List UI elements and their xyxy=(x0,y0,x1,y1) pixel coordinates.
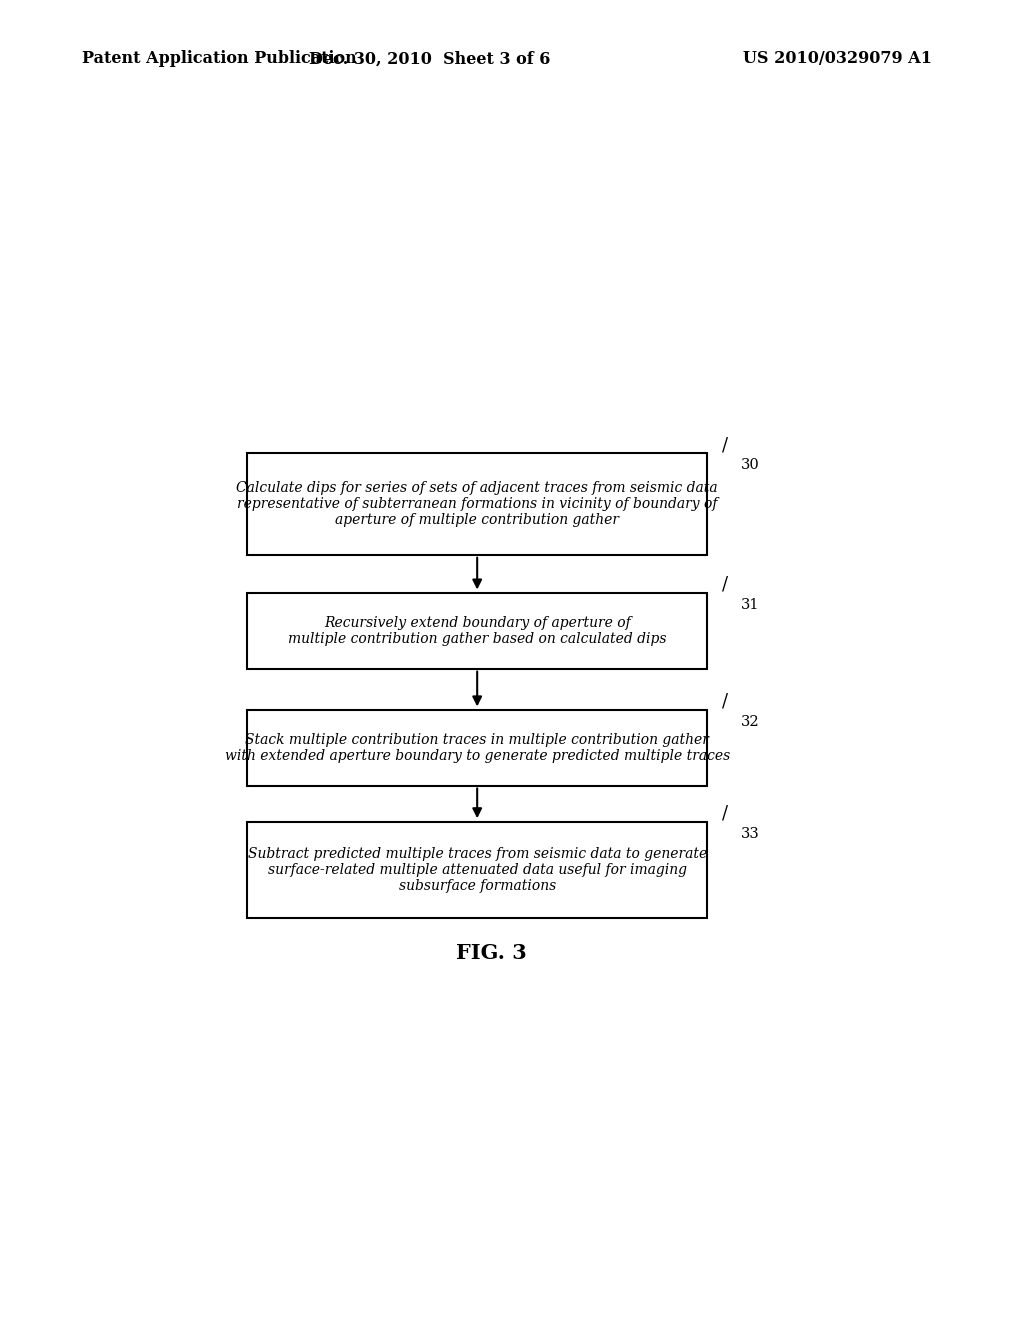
Text: Patent Application Publication: Patent Application Publication xyxy=(82,50,356,67)
Text: 30: 30 xyxy=(740,458,760,473)
Text: Stack multiple contribution traces in multiple contribution gather
with extended: Stack multiple contribution traces in mu… xyxy=(224,733,730,763)
Text: US 2010/0329079 A1: US 2010/0329079 A1 xyxy=(742,50,932,67)
Text: 33: 33 xyxy=(740,826,760,841)
Text: /: / xyxy=(722,693,728,710)
Text: Dec. 30, 2010  Sheet 3 of 6: Dec. 30, 2010 Sheet 3 of 6 xyxy=(309,50,551,67)
Text: Subtract predicted multiple traces from seismic data to generate
surface-related: Subtract predicted multiple traces from … xyxy=(248,846,707,894)
Text: Calculate dips for series of sets of adjacent traces from seismic data
represent: Calculate dips for series of sets of adj… xyxy=(237,480,718,527)
FancyBboxPatch shape xyxy=(247,821,708,919)
Text: 32: 32 xyxy=(740,715,759,729)
Text: /: / xyxy=(722,804,728,822)
FancyBboxPatch shape xyxy=(247,453,708,554)
Text: /: / xyxy=(722,576,728,594)
FancyBboxPatch shape xyxy=(247,593,708,669)
FancyBboxPatch shape xyxy=(247,710,708,785)
Text: FIG. 3: FIG. 3 xyxy=(456,944,526,964)
Text: Recursively extend boundary of aperture of
multiple contribution gather based on: Recursively extend boundary of aperture … xyxy=(288,616,667,645)
Text: /: / xyxy=(722,436,728,454)
Text: 31: 31 xyxy=(740,598,759,612)
